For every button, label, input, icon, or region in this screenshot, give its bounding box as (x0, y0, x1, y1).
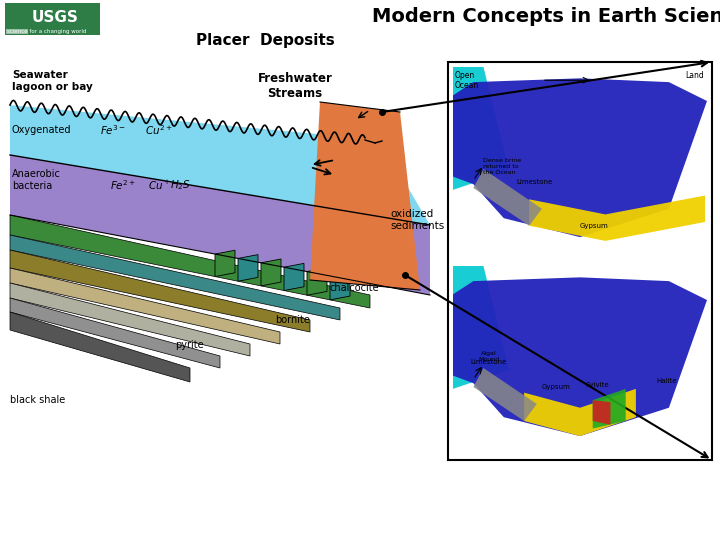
Polygon shape (310, 102, 420, 290)
Text: Oxygenated: Oxygenated (12, 125, 71, 135)
Polygon shape (453, 67, 509, 190)
FancyBboxPatch shape (6, 29, 28, 34)
Text: bornite: bornite (275, 315, 310, 325)
Text: oxidized
sediments: oxidized sediments (390, 209, 444, 231)
Polygon shape (10, 105, 430, 225)
Text: science for a changing world: science for a changing world (7, 30, 86, 35)
Text: $H_2S$: $H_2S$ (170, 178, 191, 192)
Polygon shape (10, 312, 190, 382)
Polygon shape (473, 169, 542, 226)
Polygon shape (261, 259, 281, 286)
Text: Land: Land (685, 71, 704, 80)
Polygon shape (10, 298, 220, 368)
Polygon shape (529, 195, 705, 241)
Text: Modern Concepts in Earth Science: Modern Concepts in Earth Science (372, 8, 720, 26)
Text: Limestone: Limestone (471, 359, 507, 365)
Polygon shape (10, 268, 280, 344)
Text: Gypsum: Gypsum (542, 384, 571, 390)
Text: $Cu^{2+}$: $Cu^{2+}$ (145, 123, 173, 137)
Polygon shape (593, 389, 626, 429)
Polygon shape (10, 283, 250, 356)
Polygon shape (238, 255, 258, 281)
Text: Seawater
lagoon or bay: Seawater lagoon or bay (12, 70, 93, 92)
Text: Limestone: Limestone (516, 179, 553, 185)
Polygon shape (10, 215, 370, 308)
Text: Freshwater
Streams: Freshwater Streams (258, 72, 333, 100)
Text: Gypsum: Gypsum (580, 222, 608, 228)
Text: Algal
Mound: Algal Mound (478, 351, 499, 362)
Text: Open
Ocean: Open Ocean (455, 71, 480, 90)
Text: $Fe^{2+}$: $Fe^{2+}$ (110, 178, 136, 192)
Polygon shape (593, 400, 611, 425)
Polygon shape (473, 368, 537, 421)
FancyBboxPatch shape (5, 3, 100, 35)
Polygon shape (453, 278, 707, 436)
Text: Dense brine
returned to
the Ocean: Dense brine returned to the Ocean (484, 158, 521, 175)
Text: Halite: Halite (656, 378, 677, 384)
Text: pyrite: pyrite (175, 340, 204, 350)
Text: Anaerobic
bacteria: Anaerobic bacteria (12, 169, 61, 191)
Polygon shape (10, 250, 310, 332)
Polygon shape (453, 266, 509, 389)
Text: $Fe^{3-}$: $Fe^{3-}$ (100, 123, 126, 137)
FancyBboxPatch shape (6, 36, 28, 41)
Polygon shape (524, 389, 636, 436)
Text: black shale: black shale (10, 395, 66, 405)
FancyBboxPatch shape (450, 64, 710, 259)
Polygon shape (215, 250, 235, 276)
Text: USGS: USGS (32, 10, 79, 25)
Polygon shape (307, 268, 327, 295)
Text: chalcocite: chalcocite (330, 283, 379, 293)
Text: $Cu^+$: $Cu^+$ (148, 178, 171, 192)
Polygon shape (10, 155, 430, 295)
FancyBboxPatch shape (6, 43, 28, 48)
Polygon shape (330, 272, 350, 300)
Polygon shape (453, 78, 707, 237)
Text: Sylvite: Sylvite (586, 382, 610, 388)
Text: Placer  Deposits: Placer Deposits (196, 32, 334, 48)
Polygon shape (284, 264, 304, 291)
Polygon shape (10, 235, 340, 320)
FancyBboxPatch shape (448, 62, 712, 460)
